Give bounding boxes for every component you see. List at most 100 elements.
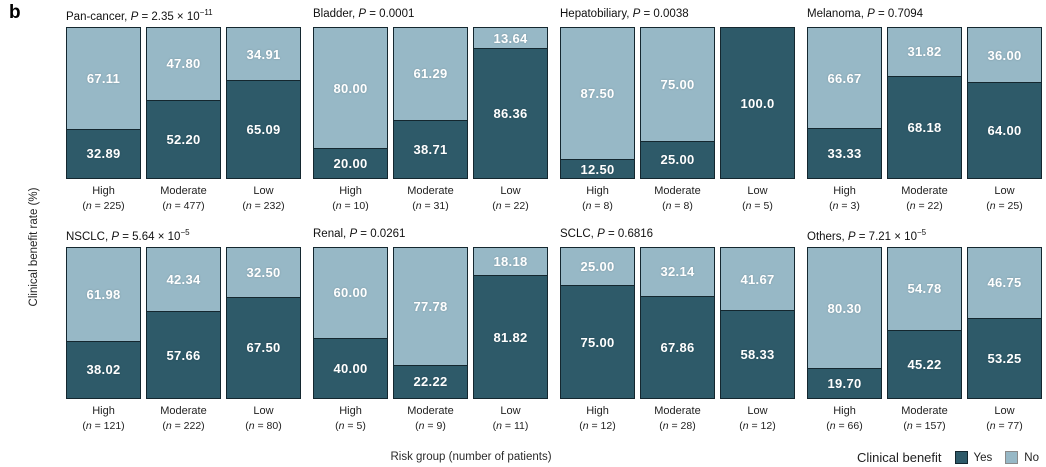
legend-item-no: No — [1005, 451, 1039, 464]
category-nsclc-high: High (n = 121) — [66, 405, 141, 433]
segment-yes-renal-low: 81.82 — [474, 275, 547, 398]
bars-row-bladder: 80.00 20.00 61.29 38.71 13.64 86.36 — [313, 27, 548, 179]
risk-label-others-moderate: Moderate — [901, 404, 948, 417]
category-row-nsclc: High (n = 121) Moderate (n = 222) Low (n = 80… — [66, 405, 301, 433]
risk-label-hepatobiliary-low: Low — [747, 185, 768, 197]
bars-row-pan-cancer: 67.11 32.89 47.80 52.20 34.91 65.09 — [66, 27, 301, 179]
risk-label-pan-cancer-high: High — [92, 185, 115, 197]
stacked-bar-pan-cancer-low: 34.91 65.09 — [226, 27, 301, 179]
segment-no-melanoma-moderate: 31.82 — [888, 28, 961, 76]
segment-value-no-sclc-high: 25.00 — [580, 259, 615, 275]
risk-label-renal-low: Low — [500, 404, 521, 417]
segment-yes-nsclc-moderate: 57.66 — [147, 311, 220, 398]
segment-no-nsclc-high: 61.98 — [67, 247, 140, 341]
category-pan-cancer-high: High (n = 225) — [66, 185, 141, 213]
risk-label-melanoma-moderate: Moderate — [901, 185, 948, 197]
segment-value-no-bladder-low: 13.64 — [493, 30, 528, 46]
subplot-title-nsclc: NSCLC, P = 5.64 × 10−5 — [66, 227, 190, 243]
segment-value-yes-pan-cancer-moderate: 52.20 — [166, 131, 201, 147]
bars-row-nsclc: 61.98 38.02 42.34 57.66 32.50 67.50 — [66, 246, 301, 399]
segment-no-nsclc-moderate: 42.34 — [147, 247, 220, 312]
stacked-bar-hepatobiliary-moderate: 75.00 25.00 — [640, 27, 715, 179]
legend: Clinical benefit Yes No — [857, 450, 1039, 465]
category-hepatobiliary-moderate: Moderate (n = 8) — [640, 185, 715, 213]
segment-no-pan-cancer-high: 67.11 — [67, 28, 140, 129]
category-hepatobiliary-low: Low (n = 5) — [720, 185, 795, 213]
n-label-pan-cancer-low: (n = 232) — [242, 199, 285, 212]
segment-no-others-moderate: 54.78 — [888, 247, 961, 331]
subplot-title-bladder: Bladder, P = 0.0001 — [313, 8, 415, 20]
segment-value-yes-renal-low: 81.82 — [493, 329, 528, 345]
segment-value-yes-pan-cancer-high: 32.89 — [86, 146, 121, 162]
subplot-pan-cancer: Pan-cancer, P = 2.35 × 10−11 67.11 32.89 47… — [66, 8, 301, 213]
segment-yes-nsclc-high: 38.02 — [67, 340, 140, 398]
n-label-sclc-moderate: (n = 28) — [659, 419, 696, 432]
segment-value-yes-hepatobiliary-moderate: 25.00 — [660, 152, 695, 168]
segment-value-yes-renal-moderate: 22.22 — [413, 374, 448, 390]
bars-row-melanoma: 66.67 33.33 31.82 68.18 36.00 64.00 — [807, 27, 1042, 179]
legend-swatch-yes-icon — [954, 451, 968, 464]
segment-value-yes-others-moderate: 45.22 — [907, 356, 942, 372]
risk-label-sclc-low: Low — [747, 404, 768, 417]
stacked-bar-nsclc-moderate: 42.34 57.66 — [146, 246, 221, 399]
bars-row-hepatobiliary: 87.50 12.50 75.00 25.00 100.0 — [560, 27, 795, 179]
legend-label-no: No — [1024, 451, 1039, 464]
risk-label-pan-cancer-low: Low — [253, 185, 274, 197]
segment-yes-hepatobiliary-low: 100.0 — [721, 28, 794, 178]
category-nsclc-low: Low (n = 80) — [226, 405, 301, 433]
stacked-bar-renal-low: 18.18 81.82 — [473, 246, 548, 399]
n-label-others-low: (n = 77) — [986, 419, 1023, 432]
segment-no-pan-cancer-moderate: 47.80 — [147, 28, 220, 100]
segment-yes-melanoma-high: 33.33 — [808, 128, 881, 178]
subplot-nsclc: NSCLC, P = 5.64 × 10−5 61.98 38.02 42.34 57.… — [66, 228, 301, 433]
segment-no-hepatobiliary-moderate: 75.00 — [641, 28, 714, 141]
subplot-bladder: Bladder, P = 0.0001 80.00 20.00 61.29 38.71 1… — [313, 8, 548, 213]
segment-yes-melanoma-low: 64.00 — [968, 82, 1041, 178]
bars-row-others: 80.30 19.70 54.78 45.22 46.75 53.25 — [807, 246, 1042, 399]
panel-label: b — [9, 2, 21, 23]
stacked-bar-melanoma-low: 36.00 64.00 — [967, 27, 1042, 179]
subplot-renal: Renal, P = 0.0261 60.00 40.00 77.78 22.22 18.… — [313, 228, 548, 433]
n-label-pan-cancer-moderate: (n = 477) — [162, 199, 205, 212]
segment-yes-others-low: 53.25 — [968, 318, 1041, 398]
segment-value-yes-nsclc-high: 38.02 — [86, 362, 121, 378]
subplot-title-hepatobiliary: Hepatobiliary, P = 0.0038 — [560, 8, 689, 20]
subplot-title-pan-cancer: Pan-cancer, P = 2.35 × 10−11 — [66, 8, 213, 23]
risk-label-others-high: High — [833, 404, 856, 417]
segment-value-yes-sclc-high: 75.00 — [580, 334, 615, 350]
stacked-bar-renal-moderate: 77.78 22.22 — [393, 246, 468, 399]
n-label-nsclc-low: (n = 80) — [245, 419, 282, 432]
segment-value-yes-melanoma-low: 64.00 — [987, 123, 1022, 138]
category-sclc-high: High (n = 12) — [560, 405, 635, 433]
category-renal-low: Low (n = 11) — [473, 405, 548, 433]
subplot-melanoma: Melanoma, P = 0.7094 66.67 33.33 31.82 68.18… — [807, 8, 1042, 213]
n-label-renal-high: (n = 5) — [335, 419, 366, 432]
legend-title: Clinical benefit — [856, 450, 942, 465]
segment-value-no-renal-high: 60.00 — [333, 285, 368, 301]
stacked-bar-melanoma-moderate: 31.82 68.18 — [887, 27, 962, 179]
stacked-bar-others-high: 80.30 19.70 — [807, 246, 882, 399]
stacked-bar-bladder-moderate: 61.29 38.71 — [393, 27, 468, 179]
risk-label-bladder-high: High — [339, 185, 362, 197]
stacked-bar-others-low: 46.75 53.25 — [967, 246, 1042, 399]
stacked-bar-hepatobiliary-low: 100.0 — [720, 27, 795, 179]
stacked-bar-sclc-high: 25.00 75.00 — [560, 246, 635, 399]
segment-no-bladder-low: 13.64 — [474, 28, 547, 49]
subplot-title-renal: Renal, P = 0.0261 — [313, 227, 406, 240]
segment-value-no-pan-cancer-high: 67.11 — [86, 70, 121, 86]
n-label-bladder-moderate: (n = 31) — [412, 199, 449, 212]
segment-value-yes-others-low: 53.25 — [987, 350, 1022, 366]
category-bladder-high: High (n = 10) — [313, 185, 388, 213]
segment-yes-hepatobiliary-moderate: 25.00 — [641, 140, 714, 178]
risk-label-nsclc-low: Low — [253, 404, 274, 417]
segment-value-no-renal-moderate: 77.78 — [413, 298, 448, 314]
n-label-melanoma-low: (n = 25) — [986, 199, 1023, 212]
category-row-others: High (n = 66) Moderate (n = 157) Low (n = 77) — [807, 405, 1042, 433]
category-row-sclc: High (n = 12) Moderate (n = 28) Low (n = 12) — [560, 405, 795, 433]
risk-label-hepatobiliary-high: High — [586, 185, 609, 197]
segment-value-no-pan-cancer-moderate: 47.80 — [166, 56, 201, 72]
n-label-sclc-low: (n = 12) — [739, 419, 776, 432]
category-sclc-moderate: Moderate (n = 28) — [640, 405, 715, 433]
segment-no-renal-high: 60.00 — [314, 247, 387, 338]
category-renal-high: High (n = 5) — [313, 405, 388, 433]
